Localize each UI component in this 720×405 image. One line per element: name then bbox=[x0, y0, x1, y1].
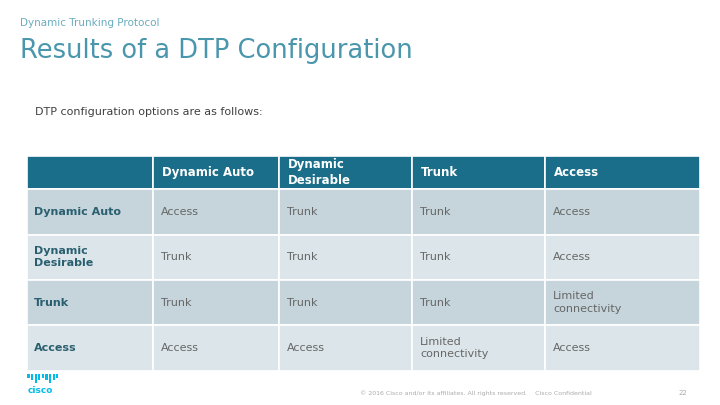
Text: Trunk: Trunk bbox=[287, 207, 318, 217]
Text: Trunk: Trunk bbox=[287, 252, 318, 262]
Text: © 2016 Cisco and/or its affiliates. All rights reserved.    Cisco Confidential: © 2016 Cisco and/or its affiliates. All … bbox=[360, 390, 592, 396]
Text: cisco: cisco bbox=[28, 386, 53, 395]
Text: Access: Access bbox=[554, 166, 599, 179]
Text: Trunk: Trunk bbox=[161, 298, 192, 307]
Text: Trunk: Trunk bbox=[34, 298, 69, 307]
Text: Dynamic Trunking Protocol: Dynamic Trunking Protocol bbox=[20, 18, 160, 28]
Text: Access: Access bbox=[161, 207, 199, 217]
Text: Trunk: Trunk bbox=[287, 298, 318, 307]
Text: Trunk: Trunk bbox=[420, 298, 451, 307]
Text: Dynamic Auto: Dynamic Auto bbox=[34, 207, 121, 217]
Text: Access: Access bbox=[553, 252, 591, 262]
Text: Trunk: Trunk bbox=[420, 166, 458, 179]
Text: Dynamic Auto: Dynamic Auto bbox=[162, 166, 254, 179]
Text: Access: Access bbox=[553, 343, 591, 353]
Text: 22: 22 bbox=[679, 390, 688, 396]
Text: Access: Access bbox=[553, 207, 591, 217]
Text: Results of a DTP Configuration: Results of a DTP Configuration bbox=[20, 38, 413, 64]
Text: Access: Access bbox=[287, 343, 325, 353]
Text: Dynamic
Desirable: Dynamic Desirable bbox=[288, 158, 351, 187]
Text: Trunk: Trunk bbox=[161, 252, 192, 262]
Text: Access: Access bbox=[34, 343, 76, 353]
Text: Dynamic
Desirable: Dynamic Desirable bbox=[34, 246, 93, 269]
Text: Limited
connectivity: Limited connectivity bbox=[553, 291, 621, 314]
Text: Trunk: Trunk bbox=[420, 207, 451, 217]
Text: Limited
connectivity: Limited connectivity bbox=[420, 337, 488, 359]
Text: DTP configuration options are as follows:: DTP configuration options are as follows… bbox=[35, 107, 262, 117]
Text: Access: Access bbox=[161, 343, 199, 353]
Text: Trunk: Trunk bbox=[420, 252, 451, 262]
